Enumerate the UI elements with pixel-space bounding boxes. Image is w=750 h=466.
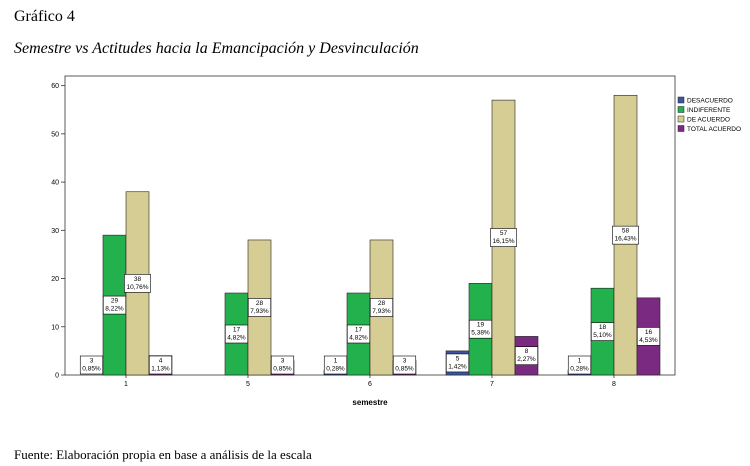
data-label: 1,42% <box>448 363 467 370</box>
data-label: 7,93% <box>250 308 269 315</box>
data-label-box <box>369 298 394 317</box>
legend-label: DESACUERDO <box>687 98 733 105</box>
data-label: 5 <box>456 355 460 362</box>
x-tick-label: 1 <box>124 381 128 388</box>
data-label-box <box>79 355 104 375</box>
data-label: 10,76% <box>126 284 148 291</box>
data-label: 58 <box>622 228 630 235</box>
legend-label: DE ACUERDO <box>687 117 730 124</box>
data-label: 5,38% <box>471 330 490 337</box>
data-label: 16,15% <box>492 238 514 245</box>
data-label-box <box>514 346 539 366</box>
y-tick-label: 50 <box>51 131 59 138</box>
data-label-box <box>490 228 517 247</box>
data-label-box <box>247 298 272 317</box>
bar-chart: 01020304050601298,22%3810,76%41,13%5174,… <box>51 75 741 407</box>
legend-label: INDIFERENTE <box>687 107 731 114</box>
data-label: 0,85% <box>273 366 292 373</box>
data-label: 4,82% <box>227 335 246 342</box>
legend-swatch <box>677 96 685 104</box>
x-tick-label: 8 <box>612 381 616 388</box>
data-label: 1 <box>334 358 338 365</box>
data-label: 3 <box>281 358 285 365</box>
data-label-box <box>612 225 639 245</box>
y-tick-label: 20 <box>51 276 59 283</box>
data-label: 16,43% <box>614 236 636 243</box>
data-label: 1,13% <box>151 366 170 373</box>
data-label: 29 <box>111 298 119 305</box>
y-tick-label: 10 <box>51 324 59 331</box>
data-label: 4,82% <box>349 335 368 342</box>
data-label: 0,85% <box>82 366 101 373</box>
x-tick-label: 7 <box>490 381 494 388</box>
y-tick-label: 30 <box>51 228 59 235</box>
data-label: 5,10% <box>593 332 612 339</box>
data-label: 3 <box>90 358 94 365</box>
x-tick-label: 6 <box>368 381 372 388</box>
data-label: 8,22% <box>105 306 124 313</box>
data-label: 4,53% <box>639 337 658 344</box>
data-label: 17 <box>233 327 241 334</box>
data-label: 0,28% <box>570 366 589 373</box>
data-label: 19 <box>477 322 485 329</box>
data-label-box <box>392 355 417 375</box>
data-label: 57 <box>500 230 508 237</box>
data-label: 18 <box>599 324 607 331</box>
data-label: 4 <box>159 358 163 365</box>
legend-swatch <box>677 106 685 113</box>
x-tick-label: 5 <box>246 381 250 388</box>
data-label: 38 <box>134 276 142 283</box>
data-label-box <box>124 274 151 293</box>
data-label: 8 <box>525 348 529 355</box>
y-tick-label: 60 <box>51 83 59 90</box>
data-label: 0,85% <box>395 366 414 373</box>
data-label: 16 <box>645 329 653 336</box>
y-tick-label: 0 <box>55 373 59 380</box>
data-label-box <box>270 355 295 375</box>
data-label: 2,27% <box>517 356 536 363</box>
source-note: Fuente: Elaboración propia en base a aná… <box>14 447 312 462</box>
data-label-box <box>636 327 661 346</box>
figure-subtitle: Semestre vs Actitudes hacia la Emancipac… <box>14 40 419 57</box>
data-label: 3 <box>403 358 407 365</box>
legend-swatch <box>677 115 685 123</box>
y-tick-label: 40 <box>51 180 59 187</box>
data-label: 28 <box>256 300 264 307</box>
data-label: 7,93% <box>372 308 391 315</box>
data-label: 28 <box>378 300 386 307</box>
legend-swatch <box>677 125 685 132</box>
data-label: 1 <box>578 358 582 365</box>
data-label: 0,28% <box>326 366 345 373</box>
data-label: 17 <box>355 327 363 334</box>
legend-label: TOTAL ACUERDO <box>687 126 741 133</box>
figure-heading: Gráfico 4 <box>14 8 75 25</box>
x-axis-title: semestre <box>352 398 388 407</box>
data-label-box <box>148 355 173 375</box>
